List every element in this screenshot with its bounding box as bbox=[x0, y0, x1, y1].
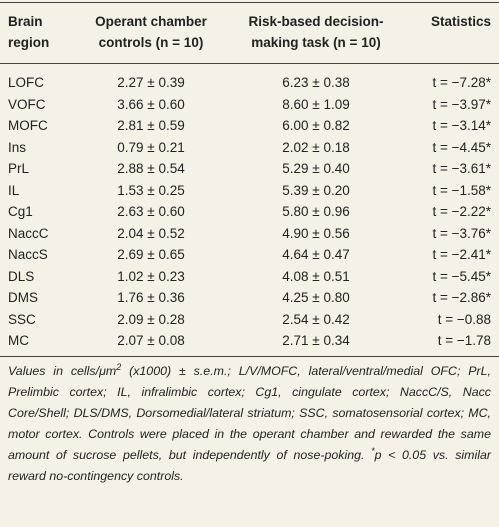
row-label: Ins bbox=[8, 139, 27, 155]
row-label: NaccC bbox=[8, 225, 49, 241]
table-cell: 2.81 ± 0.59 bbox=[117, 118, 185, 134]
table-body: LOFC 2.27 ± 0.39 6.23 ± 0.38 t = −7.28* VOFC… bbox=[0, 64, 499, 356]
row-label: VOFC bbox=[8, 96, 46, 112]
table-row: MC 2.07 ± 0.08 2.71 ± 0.34 t = −1.78 bbox=[0, 330, 499, 356]
table-cell: 4.64 ± 0.47 bbox=[282, 247, 350, 263]
table-cell: t = −4.45* bbox=[432, 139, 491, 155]
column-header: Statistics bbox=[430, 14, 491, 29]
table-cell: 4.25 ± 0.80 bbox=[282, 290, 350, 306]
footnote-superscript: * bbox=[371, 445, 375, 456]
table-cell: 5.29 ± 0.40 bbox=[282, 161, 350, 177]
table-cell: 8.60 ± 1.09 bbox=[282, 96, 350, 112]
column-header: Risk-based decision-making task (n = 10) bbox=[248, 14, 384, 50]
table-cell: 2.63 ± 0.60 bbox=[117, 204, 185, 220]
table-cell: 1.02 ± 0.23 bbox=[117, 268, 185, 284]
table-cell: 2.27 ± 0.39 bbox=[117, 75, 185, 91]
table-cell: t = −2.22* bbox=[432, 204, 491, 220]
header-row: Brain region Operant chamber controls (n … bbox=[0, 2, 499, 64]
table-cell: t = −2.86* bbox=[432, 290, 491, 306]
table-cell: 2.09 ± 0.28 bbox=[117, 311, 185, 327]
footnote-text: p < 0.05 vs. similar reward no-contingen… bbox=[8, 447, 491, 483]
table-cell: 4.90 ± 0.56 bbox=[282, 225, 350, 241]
table-cell: 2.54 ± 0.42 bbox=[282, 311, 350, 327]
table-row: SSC 2.09 ± 0.28 2.54 ± 0.42 t = −0.88 bbox=[0, 309, 499, 331]
column-header: Operant chamber controls (n = 10) bbox=[95, 14, 207, 50]
table-cell: 5.80 ± 0.96 bbox=[282, 204, 350, 220]
table-cell: 6.00 ± 0.82 bbox=[282, 118, 350, 134]
row-label: MOFC bbox=[8, 118, 48, 134]
table-cell: t = −0.88 bbox=[437, 311, 491, 327]
row-label: SSC bbox=[8, 311, 36, 327]
table-row: Cg1 2.63 ± 0.60 5.80 ± 0.96 t = −2.22* bbox=[0, 201, 499, 223]
footnote-superscript: 2 bbox=[116, 361, 122, 372]
table-cell: 2.04 ± 0.52 bbox=[117, 225, 185, 241]
row-label: Cg1 bbox=[8, 204, 33, 220]
table-row: Ins 0.79 ± 0.21 2.02 ± 0.18 t = −4.45* bbox=[0, 137, 499, 159]
table-row: VOFC 3.66 ± 0.60 8.60 ± 1.09 t = −3.97* bbox=[0, 94, 499, 116]
row-label: PrL bbox=[8, 161, 30, 177]
table-cell: 1.53 ± 0.25 bbox=[117, 182, 185, 198]
table-cell: 2.69 ± 0.65 bbox=[117, 247, 185, 263]
table-cell: t = −3.61* bbox=[432, 161, 491, 177]
table-row: NaccC 2.04 ± 0.52 4.90 ± 0.56 t = −3.76* bbox=[0, 223, 499, 245]
footnote-text: (x1000) ± s.e.m.; L/V/MOFC, lateral/vent… bbox=[8, 363, 491, 462]
table-row: NaccS 2.69 ± 0.65 4.64 ± 0.47 t = −2.41* bbox=[0, 244, 499, 266]
table-row: DLS 1.02 ± 0.23 4.08 ± 0.51 t = −5.45* bbox=[0, 266, 499, 288]
row-label: NaccS bbox=[8, 247, 48, 263]
table-cell: 2.07 ± 0.08 bbox=[117, 333, 185, 349]
table-cell: t = −1.58* bbox=[432, 182, 491, 198]
table-cell: t = −3.76* bbox=[432, 225, 491, 241]
data-table: Brain region Operant chamber controls (n … bbox=[0, 2, 499, 357]
table-row: IL 1.53 ± 0.25 5.39 ± 0.20 t = −1.58* bbox=[0, 180, 499, 202]
table-cell: t = −3.14* bbox=[432, 118, 491, 134]
footnote-text: Values in cells/μm bbox=[8, 363, 117, 378]
row-label: DLS bbox=[8, 268, 35, 284]
table-cell: 2.88 ± 0.54 bbox=[117, 161, 185, 177]
row-label: DMS bbox=[8, 290, 38, 306]
table-cell: 1.76 ± 0.36 bbox=[117, 290, 185, 306]
row-label: LOFC bbox=[8, 75, 45, 91]
table-row: PrL 2.88 ± 0.54 5.29 ± 0.40 t = −3.61* bbox=[0, 158, 499, 180]
table-cell: t = −7.28* bbox=[432, 75, 491, 91]
table-row: DMS 1.76 ± 0.36 4.25 ± 0.80 t = −2.86* bbox=[0, 287, 499, 309]
table-row: MOFC 2.81 ± 0.59 6.00 ± 0.82 t = −3.14* bbox=[0, 115, 499, 137]
table-cell: t = −1.78 bbox=[437, 333, 491, 349]
row-label: IL bbox=[8, 182, 20, 198]
table-cell: 2.02 ± 0.18 bbox=[282, 139, 350, 155]
table-cell: t = −5.45* bbox=[432, 268, 491, 284]
table-cell: t = −2.41* bbox=[432, 247, 491, 263]
table-cell: 3.66 ± 0.60 bbox=[117, 96, 185, 112]
table-cell: 4.08 ± 0.51 bbox=[282, 268, 350, 284]
table-cell: 6.23 ± 0.38 bbox=[282, 75, 350, 91]
table-cell: 0.79 ± 0.21 bbox=[117, 139, 185, 155]
table-cell: 2.71 ± 0.34 bbox=[282, 333, 350, 349]
table-row: LOFC 2.27 ± 0.39 6.23 ± 0.38 t = −7.28* bbox=[0, 64, 499, 94]
row-label: MC bbox=[8, 333, 29, 349]
table-cell: 5.39 ± 0.20 bbox=[282, 182, 350, 198]
table-cell: t = −3.97* bbox=[432, 96, 491, 112]
column-header: Brain region bbox=[8, 14, 50, 50]
footnote: Values in cells/μm2 (x1000) ± s.e.m.; L/… bbox=[0, 357, 499, 487]
